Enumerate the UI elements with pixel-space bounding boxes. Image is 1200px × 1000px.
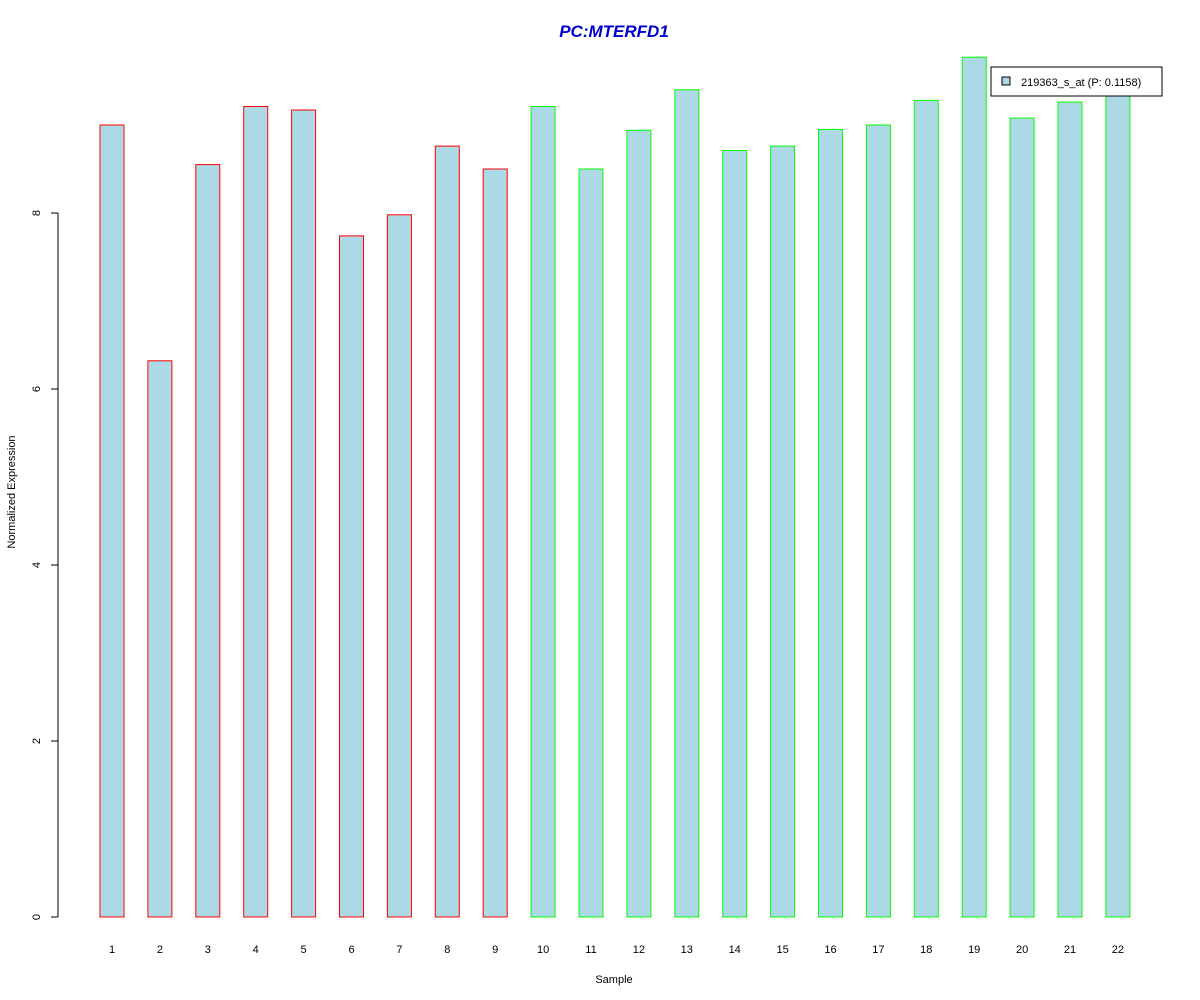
bar-sample-8 xyxy=(434,145,460,918)
bar-sample-6 xyxy=(339,235,364,918)
x-ticks: 1 2 3 4 5 6 7 8 9 10 11 12 13 14 15 16 17 18 19 20 21 22 xyxy=(109,944,1124,956)
x-tick-label: 13 xyxy=(681,944,693,956)
bar-sample-19 xyxy=(961,56,987,918)
x-tick-label: 3 xyxy=(205,944,211,956)
bar-sample-1 xyxy=(99,124,125,918)
y-tick-label: 4 xyxy=(31,562,43,568)
x-tick-label: 15 xyxy=(776,944,788,956)
bars xyxy=(99,56,1131,918)
x-tick-label: 10 xyxy=(537,944,549,956)
bar-sample-15 xyxy=(770,145,796,918)
y-axis-label: Normalized Expression xyxy=(6,435,18,548)
bar-sample-4 xyxy=(243,106,269,918)
x-axis-label: Sample xyxy=(595,974,632,986)
y-ticks: 0 2 4 6 8 xyxy=(31,210,58,920)
bar-sample-10 xyxy=(530,106,556,918)
x-tick-label: 22 xyxy=(1112,944,1124,956)
x-tick-label: 2 xyxy=(157,944,163,956)
bar-sample-9 xyxy=(482,168,508,918)
bar-sample-17 xyxy=(865,124,891,918)
x-tick-label: 21 xyxy=(1064,944,1076,956)
bar-sample-14 xyxy=(722,150,748,918)
x-tick-label: 5 xyxy=(301,944,307,956)
chart-title: PC:MTERFD1 xyxy=(559,22,669,41)
bar-sample-3 xyxy=(195,164,221,918)
x-tick-label: 11 xyxy=(585,944,596,956)
x-tick-label: 7 xyxy=(396,944,402,956)
y-tick-label: 0 xyxy=(31,914,43,920)
bar-sample-2 xyxy=(147,360,173,918)
x-tick-label: 14 xyxy=(729,944,741,956)
bar-sample-12 xyxy=(626,129,652,918)
bar-sample-11 xyxy=(578,168,604,918)
y-tick-label: 8 xyxy=(31,210,43,216)
y-axis: 0 2 4 6 8 xyxy=(31,210,59,920)
legend-box xyxy=(990,66,1163,97)
x-tick-label: 20 xyxy=(1016,944,1028,956)
x-tick-label: 6 xyxy=(348,944,354,956)
x-tick-label: 8 xyxy=(444,944,450,956)
bar-sample-22 xyxy=(1105,95,1131,918)
x-tick-label: 9 xyxy=(492,944,498,956)
bar-sample-7 xyxy=(386,214,412,918)
legend-label: 219363_s_at (P: 0.1158) xyxy=(1021,77,1141,89)
bar-sample-21 xyxy=(1057,101,1083,918)
x-tick-label: 1 xyxy=(109,944,115,956)
bar-sample-18 xyxy=(913,99,939,918)
bar-sample-13 xyxy=(674,89,700,918)
bar-sample-16 xyxy=(818,128,843,918)
x-tick-label: 17 xyxy=(872,944,884,956)
bar-sample-20 xyxy=(1009,117,1035,918)
bar-sample-5 xyxy=(291,109,317,918)
x-tick-label: 19 xyxy=(968,944,980,956)
y-tick-label: 6 xyxy=(31,386,43,392)
x-tick-label: 4 xyxy=(253,944,259,956)
x-tick-label: 16 xyxy=(824,944,836,956)
y-tick-label: 2 xyxy=(31,738,43,744)
x-tick-label: 18 xyxy=(920,944,932,956)
x-tick-label: 12 xyxy=(633,944,645,956)
legend: 219363_s_at (P: 0.1158) xyxy=(990,66,1163,97)
legend-swatch xyxy=(1001,76,1011,86)
